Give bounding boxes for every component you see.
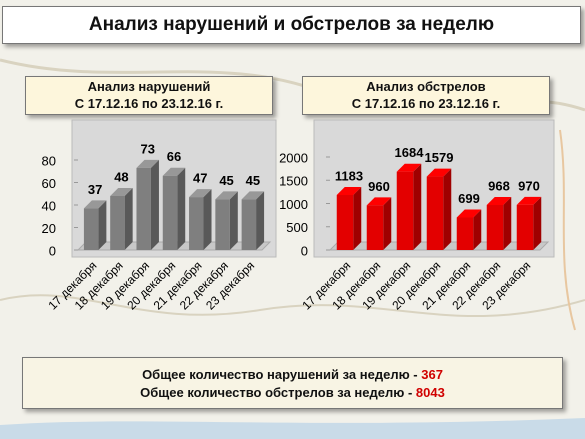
bar-side — [443, 168, 452, 250]
bar-side — [413, 163, 422, 250]
bar-top — [83, 200, 107, 209]
chart-header: Анализ нарушений С 17.12.16 по 23.12.16 … — [25, 76, 273, 115]
data-label: 66 — [167, 149, 181, 164]
y-tick-label: 80 — [42, 153, 56, 168]
bar-top — [396, 163, 422, 172]
data-label: 48 — [114, 169, 128, 184]
data-label: 73 — [140, 141, 154, 156]
data-label: 45 — [219, 173, 233, 188]
bar-top — [162, 167, 186, 176]
bar-side — [383, 197, 392, 250]
data-label: 699 — [458, 191, 480, 206]
summary-value: 367 — [421, 367, 443, 382]
bar — [110, 196, 125, 250]
bar-side — [533, 196, 542, 250]
bar — [83, 208, 99, 250]
bar-top — [215, 191, 238, 200]
data-label: 37 — [88, 182, 102, 197]
bar — [336, 194, 354, 250]
y-tick-label: 20 — [42, 221, 56, 236]
bar-side — [203, 189, 212, 250]
bar-top — [241, 191, 265, 200]
bar-top — [426, 168, 452, 177]
bar-top — [110, 188, 133, 196]
bar-side — [177, 167, 186, 250]
bar-side — [229, 191, 238, 250]
bar-top — [516, 196, 542, 205]
y-tick-label: 1000 — [279, 197, 308, 212]
bar — [215, 199, 230, 250]
bar — [162, 175, 178, 250]
summary: Общее количество нарушений за неделю - 3… — [22, 357, 563, 409]
y-tick-label: 1500 — [279, 174, 308, 189]
y-tick-label: 60 — [42, 176, 56, 191]
y-tick-label: 0 — [49, 243, 56, 258]
bar-top — [189, 189, 212, 198]
bar-top — [486, 196, 512, 205]
data-label: 1183 — [335, 168, 363, 183]
bar-top — [456, 209, 482, 218]
bar-side — [256, 191, 265, 250]
chart-header: Анализ обстрелов С 17.12.16 по 23.12.16 … — [302, 76, 550, 115]
bar — [426, 176, 444, 250]
data-label: 45 — [246, 173, 260, 188]
bar — [189, 197, 204, 250]
bar — [396, 171, 414, 250]
y-tick-label: 40 — [42, 198, 56, 213]
chart-subtitle: С 17.12.16 по 23.12.16 г. — [351, 96, 501, 111]
bar-top — [366, 197, 392, 206]
summary-text: Общее количество нарушений за неделю - — [142, 367, 422, 382]
data-label: 968 — [488, 178, 510, 193]
bar-side — [124, 188, 133, 250]
bar — [241, 199, 257, 250]
bar — [456, 217, 474, 250]
bar-side — [98, 200, 107, 250]
summary-value: 8043 — [415, 385, 445, 400]
data-label: 47 — [193, 171, 207, 186]
chart-title: Анализ нарушений — [87, 79, 211, 94]
data-label: 1579 — [425, 150, 454, 165]
data-label: 970 — [518, 178, 540, 193]
bar-top — [336, 186, 362, 195]
summary-line: Общее количество нарушений за неделю - 3… — [23, 366, 562, 384]
summary-text: Общее количество обстрелов за неделю - — [140, 385, 416, 400]
bar — [136, 167, 151, 250]
bar-side — [353, 186, 362, 250]
page-title: Анализ нарушений и обстрелов за неделю — [2, 6, 581, 44]
y-tick-label: 0 — [301, 243, 308, 258]
summary-line: Общее количество обстрелов за неделю - 8… — [23, 384, 562, 402]
bar-side — [150, 159, 159, 250]
y-tick-label: 2000 — [279, 150, 308, 165]
y-tick-label: 500 — [286, 220, 308, 235]
bar — [486, 204, 504, 250]
chart-subtitle: С 17.12.16 по 23.12.16 г. — [74, 96, 224, 111]
bar — [516, 204, 534, 250]
bar-side — [503, 196, 512, 250]
data-label: 960 — [368, 179, 390, 194]
data-label: 1684 — [395, 145, 425, 160]
bar — [366, 205, 384, 250]
bar-top — [136, 159, 159, 168]
chart-title: Анализ обстрелов — [366, 79, 486, 94]
bar-side — [473, 209, 482, 250]
